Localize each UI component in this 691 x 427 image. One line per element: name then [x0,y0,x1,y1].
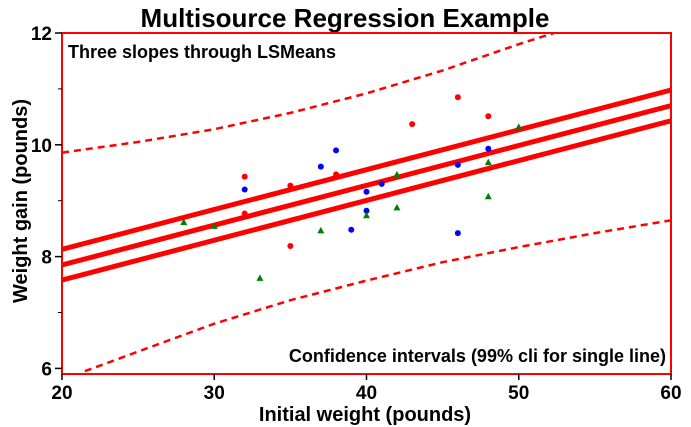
data-point-green [484,158,492,166]
data-point-red [287,242,294,249]
data-point-green [515,123,523,130]
y-tick-label: 6 [41,359,52,380]
x-tick-label: 30 [204,383,225,404]
data-point-blue [454,230,461,237]
data-point-red [287,182,294,189]
data-point-blue [317,163,324,170]
y-axis-label: Weight gain (pounds) [10,99,32,303]
y-tick-label: 12 [31,24,52,45]
x-tick-label: 60 [660,383,681,404]
x-tick-label: 40 [356,383,377,404]
data-point-red [333,171,340,178]
x-tick-label: 20 [51,383,72,404]
data-point-green [393,203,401,211]
data-point-blue [454,161,461,168]
data-point-blue [378,180,385,187]
data-point-red [454,94,461,101]
data-point-red [409,121,416,128]
chart-title: Multisource Regression Example [141,3,550,33]
x-axis-label: Initial weight (pounds) [259,404,471,426]
data-point-green [363,211,370,219]
data-point-blue [348,226,355,233]
data-point-green [484,192,492,200]
y-tick-label: 10 [31,136,52,157]
data-point-green [256,274,264,281]
data-point-green [317,226,325,234]
data-point-blue [241,186,248,193]
confidence-band-1 [62,33,555,154]
axes: 20 30 40 50 60 6 8 10 12 [31,24,682,404]
annotation-bottom: Confidence intervals (99% cli for single… [289,346,666,366]
data-point-blue [485,145,492,152]
data-point-blue [363,207,370,214]
regression-line-1 [62,87,671,252]
y-tick-label: 8 [41,248,52,269]
regression-line-3 [62,118,671,283]
data-point-red [241,210,248,217]
data-point-red [485,113,492,120]
data-point-green [210,222,218,229]
data-point-green [180,218,188,225]
data-point-blue [333,147,340,154]
x-tick-label: 50 [508,383,529,404]
plot-frame [61,32,672,375]
regression-line-2 [62,103,671,268]
data-point-green [393,170,401,178]
plot-area [62,33,671,373]
data-point-red [241,173,248,180]
data-point-blue [363,188,370,195]
annotation-top: Three slopes through LSMeans [68,42,336,62]
